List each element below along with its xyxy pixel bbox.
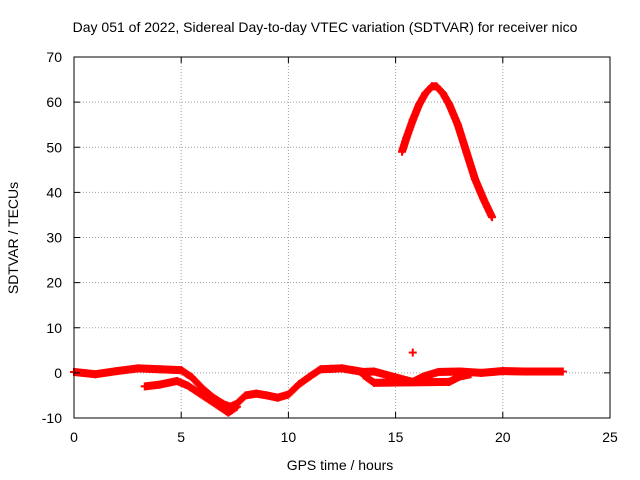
y-axis-label: SDTVAR / TECUs bbox=[5, 182, 21, 294]
grid-lines bbox=[74, 57, 610, 418]
y-tick-label: 50 bbox=[46, 139, 62, 155]
x-tick-label: 20 bbox=[495, 429, 511, 445]
track-high-arc-point bbox=[488, 213, 497, 222]
axis-ticks bbox=[73, 56, 611, 419]
y-tick-label: 0 bbox=[54, 365, 62, 381]
y-tick-label: 60 bbox=[46, 94, 62, 110]
y-tick-label: -10 bbox=[42, 410, 62, 426]
x-axis-label: GPS time / hours bbox=[287, 457, 394, 473]
x-tick-label: 5 bbox=[177, 429, 185, 445]
y-tick-label: 30 bbox=[46, 230, 62, 246]
x-tick-label: 25 bbox=[602, 429, 618, 445]
x-tick-label: 10 bbox=[281, 429, 297, 445]
track-low-main-point bbox=[558, 367, 567, 376]
y-tick-label: 40 bbox=[46, 184, 62, 200]
isolated-point-point bbox=[408, 348, 417, 357]
x-tick-label: 0 bbox=[70, 429, 78, 445]
track-low-secondary-point bbox=[232, 402, 241, 411]
y-tick-label: 70 bbox=[46, 49, 62, 65]
y-tick-label: 10 bbox=[46, 320, 62, 336]
x-tick-labels: 0 5 10 15 20 25 bbox=[70, 429, 618, 445]
track-low-tail-point bbox=[466, 370, 475, 379]
x-tick-label: 15 bbox=[388, 429, 404, 445]
data-points bbox=[70, 82, 567, 417]
chart-title: Day 051 of 2022, Sidereal Day-to-day VTE… bbox=[73, 19, 578, 35]
y-tick-labels: -10 0 10 20 30 40 50 60 70 bbox=[42, 49, 62, 426]
y-tick-label: 20 bbox=[46, 275, 62, 291]
